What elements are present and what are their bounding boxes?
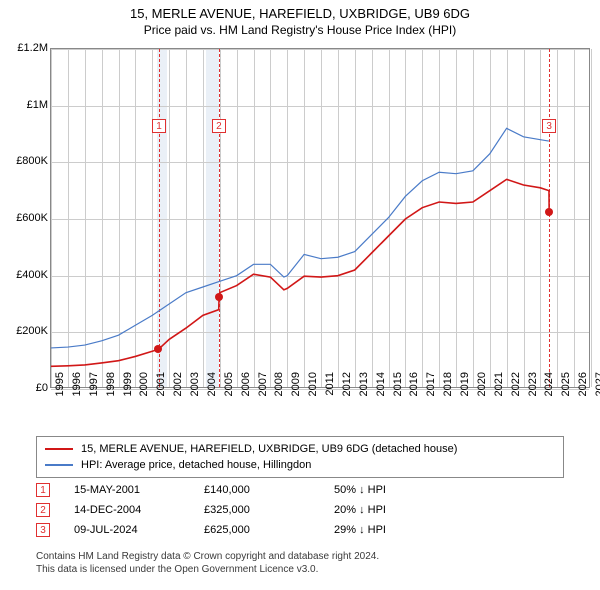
chart-title-block: 15, MERLE AVENUE, HAREFIELD, UXBRIDGE, U… <box>0 0 600 37</box>
chart-title: 15, MERLE AVENUE, HAREFIELD, UXBRIDGE, U… <box>0 6 600 21</box>
series-hpi <box>51 128 549 348</box>
xtick-label: 2008 <box>273 372 285 412</box>
ytick-label: £400K <box>16 269 48 281</box>
series-property <box>51 179 549 366</box>
legend-swatch <box>45 464 73 466</box>
marker-dot <box>154 345 162 353</box>
gridline-v <box>591 49 592 387</box>
xtick-label: 1998 <box>105 372 117 412</box>
callout-diff: 20% ↓ HPI <box>334 504 454 516</box>
xtick-label: 1999 <box>122 372 134 412</box>
chart-svg <box>51 49 591 389</box>
legend-swatch <box>45 448 73 450</box>
chart-subtitle: Price paid vs. HM Land Registry's House … <box>0 23 600 37</box>
xtick-label: 2020 <box>476 372 488 412</box>
callout-date: 14-DEC-2004 <box>74 504 204 516</box>
legend: 15, MERLE AVENUE, HAREFIELD, UXBRIDGE, U… <box>36 436 564 478</box>
callout-number: 2 <box>36 503 50 517</box>
xtick-label: 2000 <box>138 372 150 412</box>
xtick-label: 1996 <box>71 372 83 412</box>
xtick-label: 2010 <box>307 372 319 412</box>
attribution-line2: This data is licensed under the Open Gov… <box>36 563 379 576</box>
callout-row: 2 14-DEC-2004£325,00020% ↓ HPI <box>36 500 454 520</box>
callout-price: £325,000 <box>204 504 334 516</box>
callout-price: £140,000 <box>204 484 334 496</box>
xtick-label: 2012 <box>341 372 353 412</box>
callout-diff: 29% ↓ HPI <box>334 524 454 536</box>
marker-dot <box>545 208 553 216</box>
xtick-label: 2023 <box>527 372 539 412</box>
xtick-label: 2007 <box>257 372 269 412</box>
callout-table: 1 15-MAY-2001£140,00050% ↓ HPI 2 14-DEC-200… <box>36 480 454 540</box>
xtick-label: 2018 <box>442 372 454 412</box>
xtick-label: 1995 <box>54 372 66 412</box>
ytick-label: £1.2M <box>17 42 48 54</box>
annotation-label: 3 <box>542 119 556 133</box>
chart-plot-area: 1 2 3 <box>50 48 590 388</box>
xtick-label: 2025 <box>560 372 572 412</box>
xtick-label: 2024 <box>543 372 555 412</box>
ytick-label: £1M <box>27 99 48 111</box>
xtick-label: 2015 <box>392 372 404 412</box>
attribution: Contains HM Land Registry data © Crown c… <box>36 550 379 576</box>
annotation-label: 1 <box>152 119 166 133</box>
legend-item: HPI: Average price, detached house, Hill… <box>45 457 555 473</box>
xtick-label: 2017 <box>425 372 437 412</box>
callout-row: 1 15-MAY-2001£140,00050% ↓ HPI <box>36 480 454 500</box>
ytick-label: £200K <box>16 325 48 337</box>
legend-item: 15, MERLE AVENUE, HAREFIELD, UXBRIDGE, U… <box>45 441 555 457</box>
xtick-label: 1997 <box>88 372 100 412</box>
marker-dot <box>215 293 223 301</box>
xtick-label: 2026 <box>577 372 589 412</box>
xtick-label: 2006 <box>240 372 252 412</box>
xtick-label: 2004 <box>206 372 218 412</box>
xtick-label: 2019 <box>459 372 471 412</box>
attribution-line1: Contains HM Land Registry data © Crown c… <box>36 550 379 563</box>
callout-diff: 50% ↓ HPI <box>334 484 454 496</box>
callout-date: 09-JUL-2024 <box>74 524 204 536</box>
callout-number: 3 <box>36 523 50 537</box>
xtick-label: 2014 <box>375 372 387 412</box>
xtick-label: 2009 <box>290 372 302 412</box>
xtick-label: 2011 <box>324 372 336 412</box>
ytick-label: £0 <box>36 382 48 394</box>
xtick-label: 2002 <box>172 372 184 412</box>
callout-price: £625,000 <box>204 524 334 536</box>
xtick-label: 2001 <box>155 372 167 412</box>
xtick-label: 2005 <box>223 372 235 412</box>
callout-row: 3 09-JUL-2024£625,00029% ↓ HPI <box>36 520 454 540</box>
xtick-label: 2027 <box>594 372 600 412</box>
xtick-label: 2022 <box>510 372 522 412</box>
ytick-label: £800K <box>16 155 48 167</box>
xtick-label: 2021 <box>493 372 505 412</box>
xtick-label: 2003 <box>189 372 201 412</box>
legend-label: 15, MERLE AVENUE, HAREFIELD, UXBRIDGE, U… <box>81 443 457 455</box>
callout-date: 15-MAY-2001 <box>74 484 204 496</box>
legend-label: HPI: Average price, detached house, Hill… <box>81 459 311 471</box>
ytick-label: £600K <box>16 212 48 224</box>
annotation-label: 2 <box>212 119 226 133</box>
xtick-label: 2013 <box>358 372 370 412</box>
xtick-label: 2016 <box>408 372 420 412</box>
callout-number: 1 <box>36 483 50 497</box>
